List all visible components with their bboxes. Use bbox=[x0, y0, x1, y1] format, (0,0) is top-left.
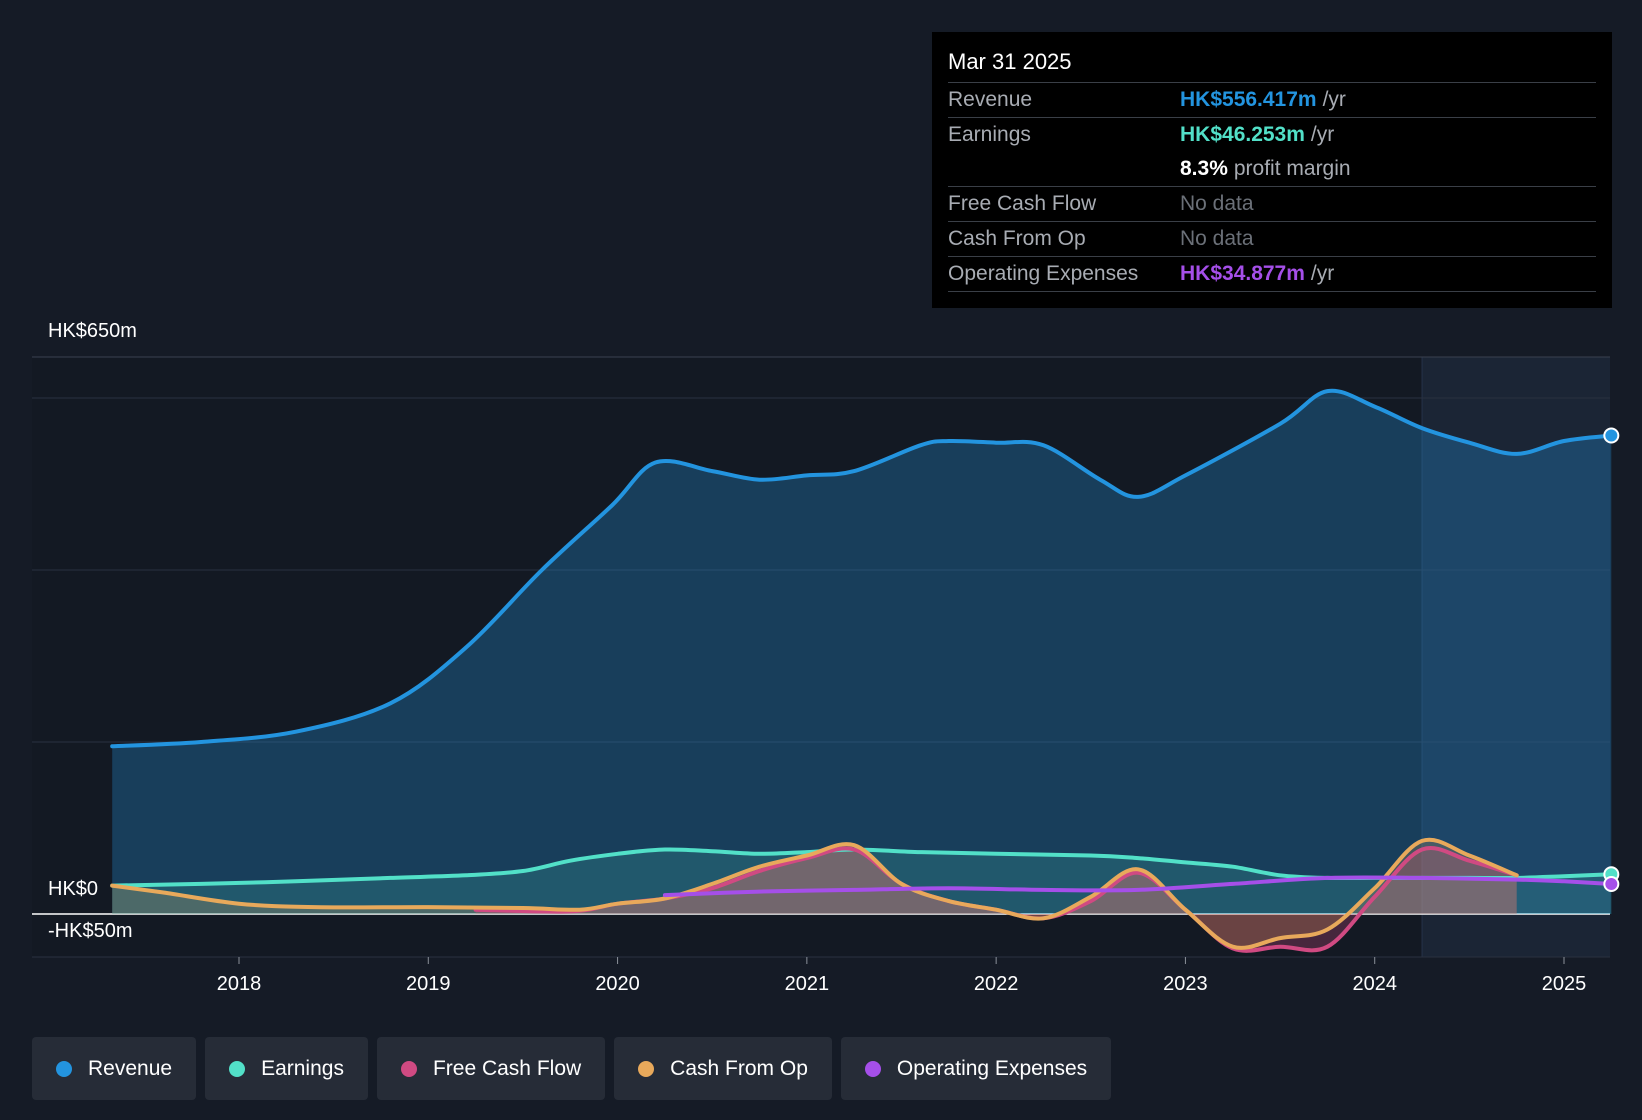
x-tick-label: 2018 bbox=[217, 973, 262, 995]
tooltip-value: HK$46.253m bbox=[1180, 123, 1305, 146]
tooltip-row-free-cash-flow: Free Cash Flow No data bbox=[948, 186, 1596, 221]
y-axis-bottom-label: -HK$50m bbox=[48, 920, 133, 942]
legend-item-cash-from-op[interactable]: Cash From Op bbox=[614, 1037, 832, 1100]
forecast-region bbox=[1422, 357, 1610, 957]
series-area-revenue bbox=[112, 390, 1612, 914]
legend-item-free-cash-flow[interactable]: Free Cash Flow bbox=[376, 1037, 606, 1100]
series-end-point-revenue bbox=[1603, 427, 1620, 444]
tooltip-value: No data bbox=[1180, 192, 1254, 215]
tooltip-value: 8.3% bbox=[1180, 157, 1228, 180]
tooltip-row-earnings: Earnings HK$46.253m /yr bbox=[948, 117, 1596, 152]
x-tick-label: 2024 bbox=[1352, 973, 1397, 995]
tooltip-label bbox=[948, 152, 1180, 186]
legend-dot-icon bbox=[229, 1060, 246, 1077]
tooltip-value: HK$556.417m bbox=[1180, 88, 1317, 111]
tooltip-unit: /yr bbox=[1322, 88, 1346, 111]
tooltip-unit: /yr bbox=[1310, 262, 1335, 285]
x-tick-label: 2025 bbox=[1542, 973, 1587, 995]
tooltip-label: Operating Expenses bbox=[948, 262, 1139, 285]
series-line-operating-expenses bbox=[662, 875, 1614, 898]
legend-label: Free Cash Flow bbox=[432, 1056, 582, 1080]
tooltip-label: Cash From Op bbox=[948, 227, 1086, 250]
tooltip-row-profit-margin: 8.3% profit margin bbox=[948, 152, 1596, 186]
x-tick-label: 2021 bbox=[785, 973, 830, 995]
tooltip-row-cash-from-op: Cash From Op No data bbox=[948, 221, 1596, 256]
legend-item-operating-expenses[interactable]: Operating Expenses bbox=[840, 1037, 1112, 1100]
y-axis-zero-label: HK$0 bbox=[48, 878, 99, 900]
series-area-free-cash-flow bbox=[475, 847, 1517, 951]
x-tick-label: 2020 bbox=[595, 973, 640, 995]
legend-dot-icon bbox=[638, 1060, 655, 1077]
tooltip-date: Mar 31 2025 bbox=[948, 49, 1072, 74]
legend-label: Revenue bbox=[88, 1056, 173, 1080]
legend-label: Cash From Op bbox=[670, 1056, 808, 1080]
y-axis-top-label: HK$650m bbox=[48, 320, 137, 342]
series-area-cash-from-op bbox=[112, 839, 1517, 948]
tooltip-value: No data bbox=[1180, 227, 1254, 250]
x-tick-label: 2022 bbox=[974, 973, 1019, 995]
legend-label: Earnings bbox=[261, 1056, 344, 1080]
legend-item-revenue[interactable]: Revenue bbox=[32, 1037, 197, 1100]
legend-dot-icon bbox=[400, 1060, 417, 1077]
tooltip: Mar 31 2025 Revenue HK$556.417m /yr Earn… bbox=[932, 32, 1612, 308]
plot-area bbox=[32, 357, 1610, 957]
x-tick-label: 2023 bbox=[1163, 973, 1208, 995]
tooltip-unit: profit margin bbox=[1233, 157, 1351, 180]
tooltip-label: Free Cash Flow bbox=[948, 192, 1097, 215]
tooltip-label: Revenue bbox=[948, 88, 1033, 111]
tooltip-label: Earnings bbox=[948, 123, 1031, 146]
tooltip-row-revenue: Revenue HK$556.417m /yr bbox=[948, 82, 1596, 117]
legend: Revenue Earnings Free Cash Flow Cash Fro… bbox=[32, 1037, 1112, 1100]
legend-dot-icon bbox=[864, 1060, 881, 1077]
tooltip-unit: /yr bbox=[1310, 123, 1335, 146]
legend-item-earnings[interactable]: Earnings bbox=[205, 1037, 368, 1100]
x-tick-label: 2019 bbox=[406, 973, 451, 995]
series-line-cash-from-op bbox=[110, 837, 1519, 950]
tooltip-row-operating-expenses: Operating Expenses HK$34.877m /yr bbox=[948, 256, 1596, 292]
series-end-point-operating-expenses bbox=[1603, 876, 1620, 893]
tooltip-value: HK$34.877m bbox=[1180, 262, 1305, 285]
series-line-revenue bbox=[110, 388, 1614, 749]
legend-dot-icon bbox=[56, 1060, 72, 1077]
legend-label: Operating Expenses bbox=[896, 1056, 1088, 1080]
series-area-earnings bbox=[112, 849, 1612, 914]
